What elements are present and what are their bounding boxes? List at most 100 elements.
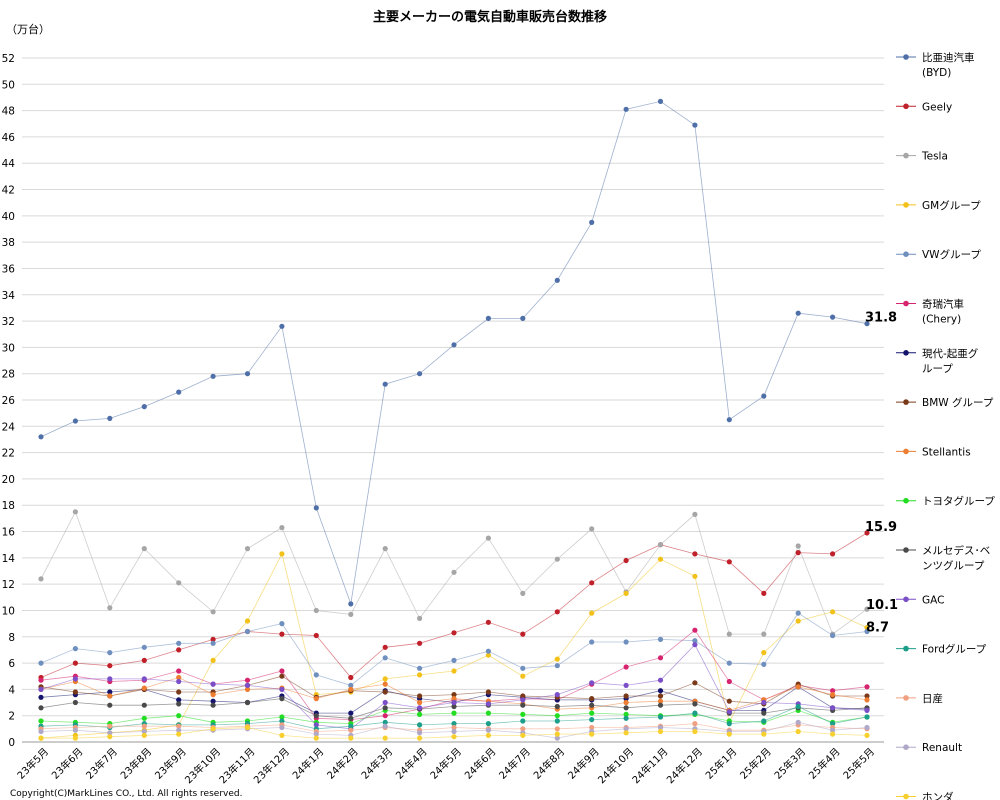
series-line [40,100,868,605]
data-point [38,705,44,711]
data-point [107,605,113,611]
y-tick-label: 18 [2,500,15,512]
y-tick-label: 2 [8,711,15,723]
data-point [417,665,423,671]
data-point [520,726,526,732]
data-point [830,551,836,557]
data-point [451,721,457,727]
legend-swatch-marker [903,695,909,701]
x-tick-label: 24年12月 [664,745,705,786]
legend-label: 奇瑞汽車(Chery) [922,298,964,326]
data-point [554,656,560,662]
data-point [279,686,285,693]
x-tick-label: 24年2月 [324,745,361,782]
legend-swatch-marker [903,300,909,307]
data-point [417,722,423,728]
data-point [72,727,78,733]
data-point [313,735,319,741]
data-point [830,721,836,727]
data-point [554,718,560,724]
data-point [38,686,44,693]
data-point [141,732,147,739]
data-point [72,660,78,666]
data-point [554,735,560,741]
legend-label: GAC [922,594,944,606]
data-point [279,718,285,724]
data-point [864,606,870,612]
data-point [417,735,423,741]
data-point [279,673,285,679]
y-tick-label: 42 [2,185,15,197]
data-point [657,636,664,643]
data-point [657,677,664,683]
data-point [795,618,801,624]
y-tick-label: 26 [2,395,16,407]
data-point [692,573,698,579]
y-tick-label: 46 [2,132,16,144]
series-points [38,98,870,741]
data-point [451,342,457,348]
data-point [72,676,78,682]
data-point [72,699,78,706]
data-point [382,381,388,387]
legend-label: ホンダ [922,791,954,800]
data-point [692,642,698,648]
data-point [313,672,319,678]
data-point [795,550,801,556]
data-point [176,727,182,733]
x-tick-label: 23年12月 [251,745,292,786]
data-point [589,580,595,586]
value-callout: 10.1 [866,598,898,613]
data-point [657,98,664,104]
data-point [382,681,388,687]
data-point [72,646,78,652]
data-point [451,699,457,706]
data-point [692,122,698,128]
data-point [761,393,767,399]
data-point [692,511,698,517]
data-point [657,724,664,731]
data-point [623,557,629,564]
data-point [726,709,732,715]
y-tick-label: 28 [2,369,15,381]
x-tick-label: 24年11月 [629,745,670,786]
data-point [382,713,388,719]
data-point [382,699,388,706]
data-point [554,609,560,615]
y-tick-label: 22 [2,448,15,460]
y-tick-label: 6 [8,658,15,670]
data-point [451,728,457,735]
data-point [451,630,457,636]
y-tick-label: 16 [2,527,16,539]
legend-swatch-marker [903,152,909,159]
data-point [485,648,491,654]
data-point [589,731,595,737]
data-point [313,696,319,702]
data-point [382,546,388,552]
x-tick-label: 25年2月 [737,745,774,782]
y-tick-label: 24 [2,421,16,433]
legend-label: 日産 [922,692,943,705]
data-point [864,697,870,703]
legend-label: Geely [922,101,952,113]
data-point [623,730,629,736]
x-tick-label: 25年5月 [840,745,877,782]
data-point [417,371,423,377]
data-point [313,632,319,639]
data-point [761,699,767,706]
data-point [830,731,836,737]
data-point [589,610,595,616]
y-tick-label: 10 [2,605,15,617]
legend-swatch-marker [903,497,909,504]
data-point [141,404,147,410]
data-point [72,418,78,424]
legend-swatch-marker [903,103,909,110]
data-point [485,689,491,695]
data-point [451,724,457,731]
data-point [589,710,595,716]
data-point [864,724,870,731]
data-point [348,682,354,689]
data-point [726,417,732,423]
data-point [279,724,285,731]
data-point [107,693,113,699]
